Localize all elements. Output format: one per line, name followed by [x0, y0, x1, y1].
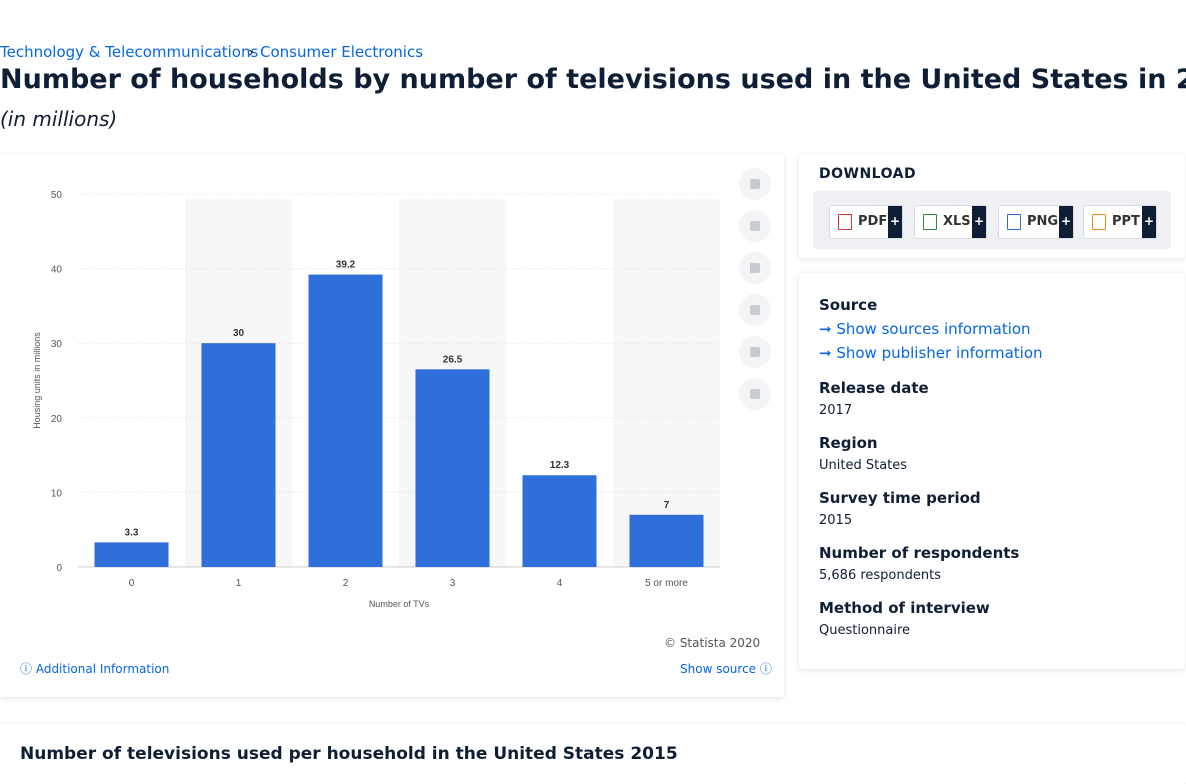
y-axis-label: Housing units in millions: [32, 332, 42, 429]
data-label: 26.5: [443, 354, 463, 365]
x-axis-label: Number of TVs: [369, 599, 430, 609]
breadcrumb[interactable]: Technology & Telecommunications: [0, 43, 259, 61]
data-label: 30: [233, 328, 245, 339]
y-tick-label: 30: [51, 339, 63, 350]
bar: [201, 343, 276, 567]
data-label: 39.2: [336, 260, 356, 271]
data-label: 12.3: [550, 460, 570, 471]
x-tick-label: 5 or more: [645, 578, 688, 589]
print-button[interactable]: [739, 378, 771, 410]
x-tick-label: 3: [450, 578, 456, 589]
breadcrumb-sep: ›: [248, 43, 254, 61]
detail-value: Questionnaire: [819, 623, 911, 638]
page: Technology & Telecommunications › Consum…: [0, 43, 1186, 764]
download-button[interactable]: PNG +: [998, 205, 1074, 239]
plus[interactable]: +: [1142, 206, 1156, 238]
detail-label: Release date: [819, 379, 929, 397]
y-tick-label: 10: [51, 488, 63, 499]
y-tick-label: 0: [56, 563, 62, 574]
source-heading: Source: [819, 296, 878, 314]
download-button[interactable]: XLS +: [914, 205, 987, 239]
title: Number of households by number of televi…: [0, 64, 1186, 95]
bar: [308, 274, 383, 567]
plus[interactable]: +: [1059, 206, 1073, 238]
x-tick-label: 4: [557, 578, 563, 589]
bar: [94, 542, 169, 567]
data-label: 7: [664, 500, 670, 511]
show-source[interactable]: Show source ⓘ: [680, 662, 772, 676]
format-label[interactable]: PPT: [1112, 214, 1140, 229]
data-label: 3.3: [125, 527, 139, 538]
favorite-button[interactable]: [739, 168, 771, 200]
detail-label: Region: [819, 434, 878, 452]
y-tick-label: 50: [51, 190, 63, 201]
y-tick-label: 40: [51, 265, 63, 276]
bar: [629, 514, 704, 567]
download-title: DOWNLOAD: [819, 166, 917, 182]
plus[interactable]: +: [888, 206, 902, 238]
details-card: Source ➞ Show sources information ➞ Show…: [799, 273, 1185, 669]
file-icon: [1007, 214, 1021, 230]
settings-button[interactable]: [739, 252, 771, 284]
detail-label: Survey time period: [819, 489, 981, 507]
breadcrumb[interactable]: Consumer Electronics: [260, 43, 424, 61]
x-tick-label: 2: [343, 578, 349, 589]
detail-value: 2017: [819, 403, 853, 418]
download-button[interactable]: PDF +: [829, 205, 903, 239]
additional-info[interactable]: ⓘ Additional Information: [20, 662, 170, 676]
show-source-text[interactable]: Show source: [680, 662, 757, 676]
publisher-link-text[interactable]: Show publisher information: [836, 344, 1043, 362]
download-card: DOWNLOAD PDF + XLS + PNG + PPT +: [799, 154, 1185, 258]
band-shade: [613, 199, 720, 567]
detail-value: 2015: [819, 513, 853, 528]
format-label[interactable]: PDF: [858, 214, 888, 229]
download-button[interactable]: PPT +: [1083, 205, 1157, 239]
file-icon: [923, 214, 937, 230]
next-heading: Number of televisions used per household…: [20, 744, 678, 764]
source-link-text[interactable]: Show sources information: [836, 320, 1031, 338]
file-icon: [838, 214, 852, 230]
copyright: © Statista 2020: [664, 636, 761, 650]
subtitle: (in millions): [0, 107, 118, 131]
detail-value: 5,686 respondents: [819, 568, 941, 583]
y-tick-label: 20: [51, 414, 63, 425]
cite-button[interactable]: [739, 336, 771, 368]
share-button[interactable]: [739, 294, 771, 326]
detail-label: Method of interview: [819, 599, 990, 617]
format-label[interactable]: XLS: [943, 214, 971, 229]
alert-button[interactable]: [739, 210, 771, 242]
publisher-link[interactable]: ➞ Show publisher information: [819, 344, 1043, 362]
bar: [415, 369, 490, 567]
x-tick-label: 1: [236, 578, 242, 589]
file-icon: [1092, 214, 1106, 230]
detail-value: United States: [819, 458, 908, 473]
bar: [522, 475, 597, 567]
additional-info-text[interactable]: Additional Information: [35, 662, 170, 676]
detail-label: Number of respondents: [819, 544, 1020, 562]
x-tick-label: 0: [129, 578, 135, 589]
plus[interactable]: +: [972, 206, 986, 238]
format-label[interactable]: PNG: [1027, 214, 1059, 229]
source-link[interactable]: ➞ Show sources information: [819, 320, 1031, 338]
next-card: Number of televisions used per household…: [0, 724, 1186, 784]
chart-card: 0 10 20 30 40 50 Housing units in millions Numb…: [0, 154, 784, 697]
